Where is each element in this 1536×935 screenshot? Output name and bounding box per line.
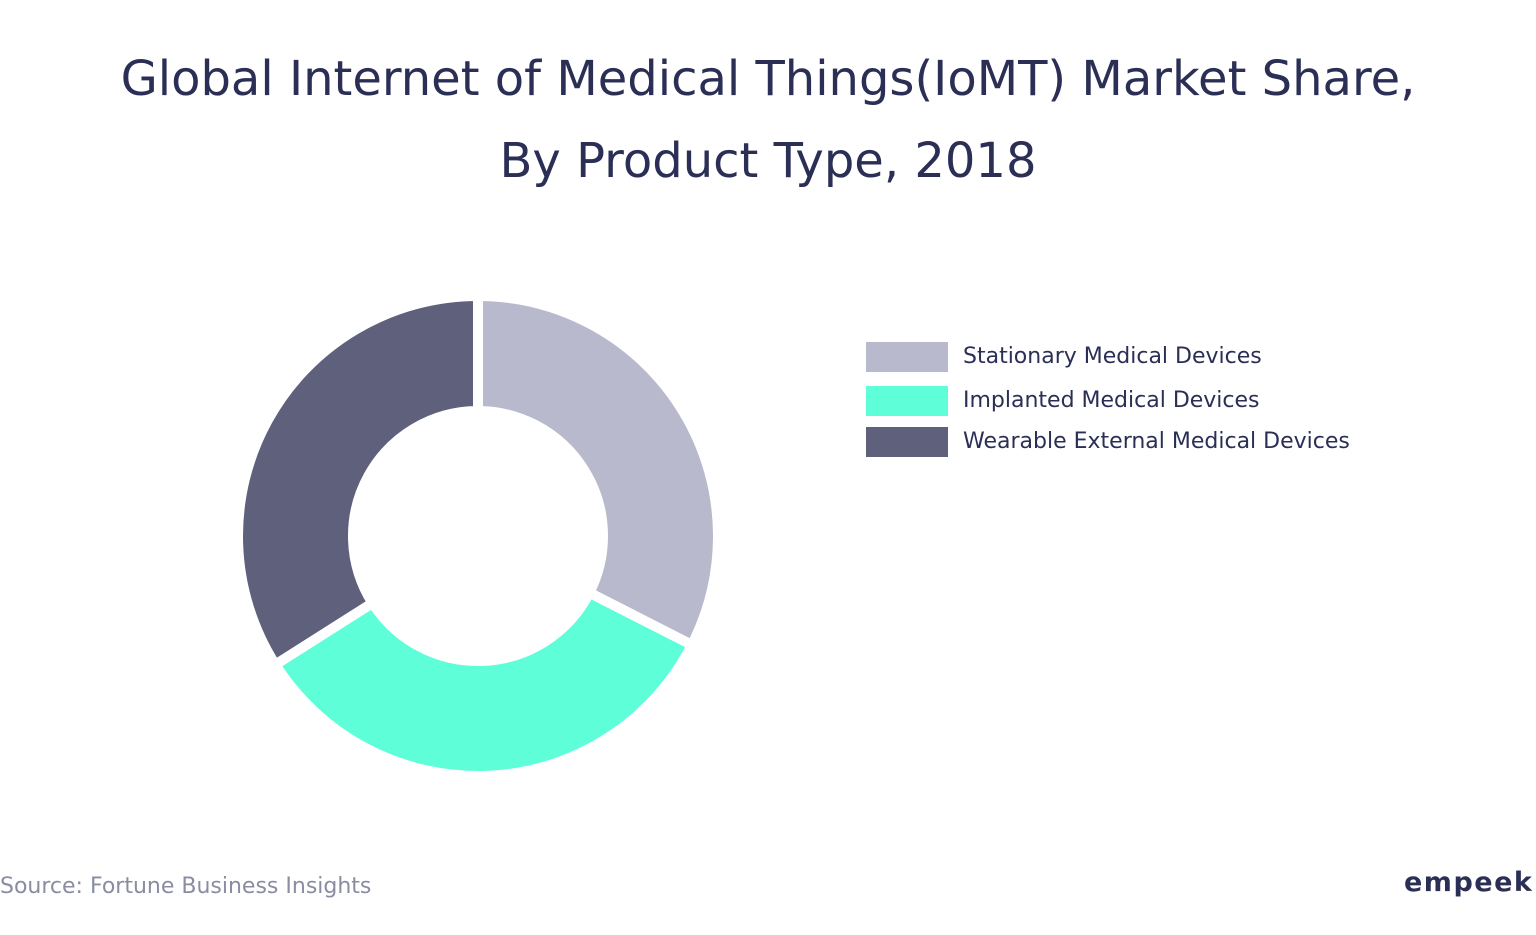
- source-note: Source: Fortune Business Insights: [0, 874, 372, 899]
- legend-swatch-wearable: [866, 427, 948, 457]
- legend-swatch-implanted: [866, 386, 948, 416]
- legend-swatch-stationary: [866, 342, 948, 372]
- donut-slice-wearable: [233, 290, 483, 672]
- chart-title: Global Internet of Medical Things(IoMT) …: [0, 38, 1536, 202]
- legend-label-stationary: Stationary Medical Devices: [963, 344, 1262, 369]
- chart-title-line-1: Global Internet of Medical Things(IoMT) …: [120, 51, 1416, 107]
- legend-label-wearable: Wearable External Medical Devices: [963, 429, 1350, 454]
- empeek-logo: empeek: [1404, 867, 1534, 898]
- donut-slice-implanted: [268, 586, 699, 781]
- chart-title-line-2: By Product Type, 2018: [499, 133, 1037, 189]
- donut-slice-stationary: [473, 290, 723, 652]
- legend-label-implanted: Implanted Medical Devices: [963, 388, 1260, 413]
